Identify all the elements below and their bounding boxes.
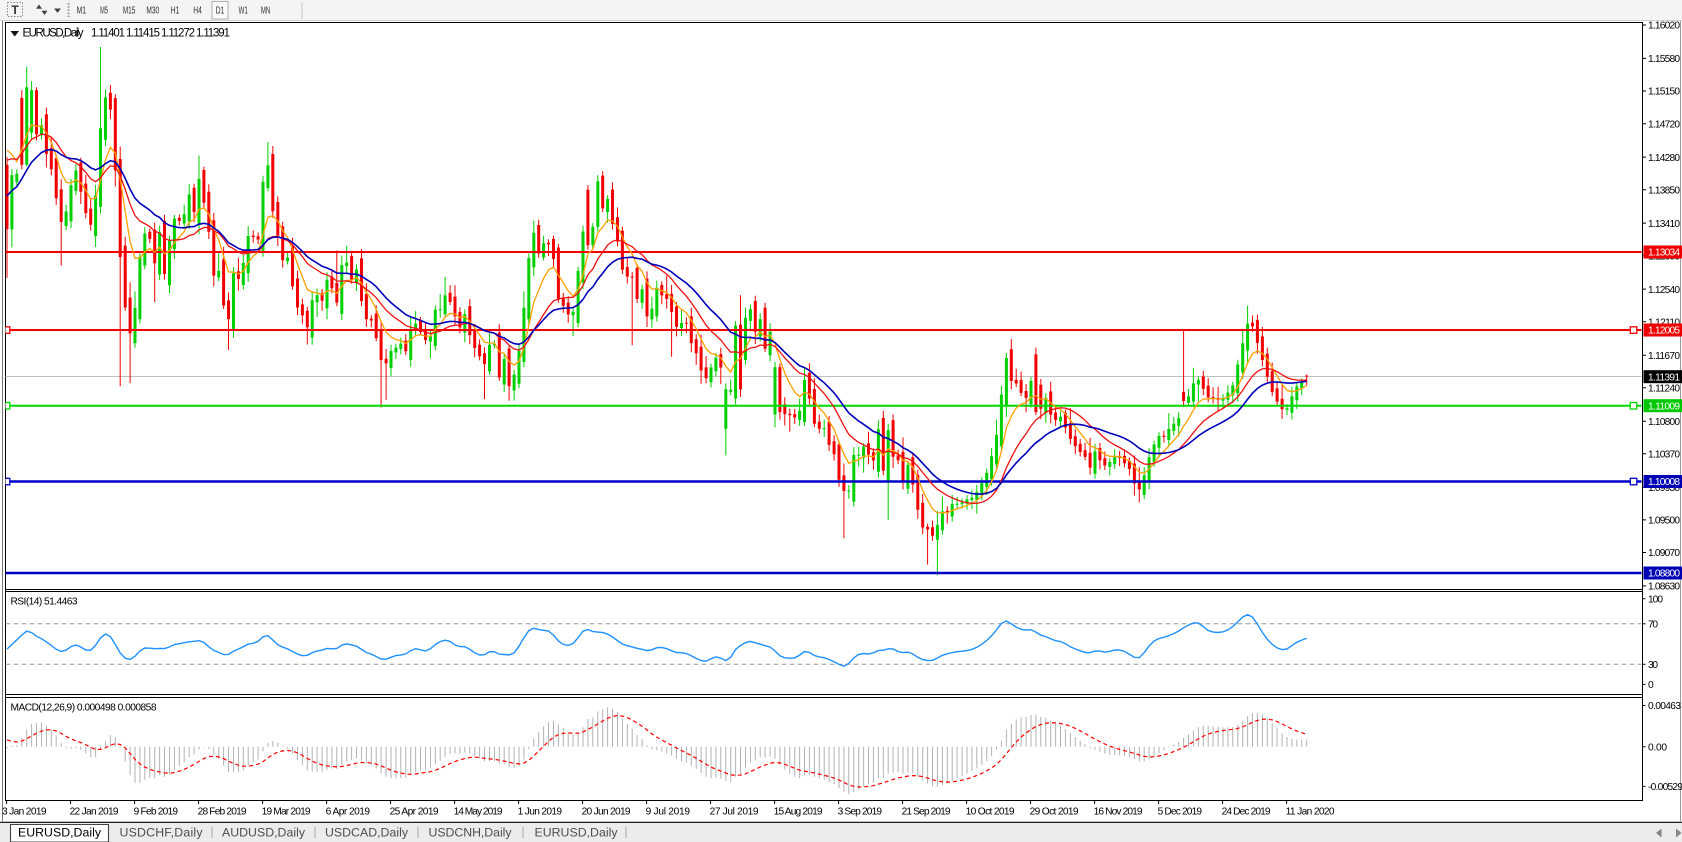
svg-text:20 Jun 2019: 20 Jun 2019 <box>582 807 631 818</box>
svg-text:M1: M1 <box>77 6 87 17</box>
svg-text:MN: MN <box>261 6 270 17</box>
svg-text:1.10800: 1.10800 <box>1648 417 1680 428</box>
svg-text:M30: M30 <box>146 6 159 17</box>
svg-text:29 Oct 2019: 29 Oct 2019 <box>1030 807 1079 818</box>
svg-text:1.15150: 1.15150 <box>1648 87 1680 98</box>
svg-text:1.11401 1.11415 1.11272 1.1139: 1.11401 1.11415 1.11272 1.11391 <box>91 28 230 40</box>
svg-text:3 Sep 2019: 3 Sep 2019 <box>838 807 883 818</box>
svg-text:27 Jul 2019: 27 Jul 2019 <box>710 807 759 818</box>
svg-text:MACD(12,26,9) 0.000498 0.00085: MACD(12,26,9) 0.000498 0.000858 <box>11 703 157 714</box>
svg-text:100: 100 <box>1648 594 1663 605</box>
svg-text:1.09500: 1.09500 <box>1648 516 1680 527</box>
svg-text:21 Sep 2019: 21 Sep 2019 <box>902 807 951 818</box>
svg-text:1 Jun 2019: 1 Jun 2019 <box>518 807 563 818</box>
svg-text:1.11670: 1.11670 <box>1648 351 1680 362</box>
svg-text:1.15580: 1.15580 <box>1648 54 1680 65</box>
svg-text:1.14720: 1.14720 <box>1648 119 1680 130</box>
svg-text:M15: M15 <box>123 6 136 17</box>
svg-text:M5: M5 <box>100 6 108 17</box>
svg-text:3 Jan 2019: 3 Jan 2019 <box>2 807 47 818</box>
svg-text:6 Apr 2019: 6 Apr 2019 <box>326 807 371 818</box>
svg-text:30: 30 <box>1648 660 1658 671</box>
svg-text:0: 0 <box>1648 680 1654 691</box>
svg-text:24 Dec 2019: 24 Dec 2019 <box>1222 807 1271 818</box>
svg-text:0.00: 0.00 <box>1648 742 1667 753</box>
svg-text:9 Feb 2019: 9 Feb 2019 <box>134 807 179 818</box>
svg-text:W1: W1 <box>239 6 249 17</box>
svg-text:EURUSD,Daily: EURUSD,Daily <box>18 826 102 840</box>
svg-text:EURUSD,Daily: EURUSD,Daily <box>23 28 84 40</box>
svg-text:1.14280: 1.14280 <box>1648 153 1680 164</box>
svg-text:1.10370: 1.10370 <box>1648 450 1680 461</box>
svg-text:RSI(14) 51.4463: RSI(14) 51.4463 <box>11 597 78 608</box>
svg-text:1.16020: 1.16020 <box>1648 21 1680 32</box>
svg-text:1.08800: 1.08800 <box>1648 569 1680 580</box>
svg-text:H1: H1 <box>171 6 180 17</box>
svg-text:1.13850: 1.13850 <box>1648 185 1680 196</box>
svg-text:11 Jan 2020: 11 Jan 2020 <box>1286 807 1335 818</box>
svg-text:T: T <box>11 3 19 17</box>
svg-text:1.12005: 1.12005 <box>1648 326 1680 337</box>
svg-text:1.09930: 1.09930 <box>1648 483 1680 494</box>
svg-text:14 May 2019: 14 May 2019 <box>454 807 503 818</box>
svg-text:15 Aug 2019: 15 Aug 2019 <box>774 807 823 818</box>
svg-text:1.13410: 1.13410 <box>1648 219 1680 230</box>
svg-text:5 Dec 2019: 5 Dec 2019 <box>1158 807 1203 818</box>
svg-text:1.09070: 1.09070 <box>1648 548 1680 559</box>
svg-text:22 Jan 2019: 22 Jan 2019 <box>70 807 119 818</box>
svg-text:1.12540: 1.12540 <box>1648 285 1680 296</box>
svg-text:1.11009: 1.11009 <box>1648 401 1680 412</box>
svg-text:1.11240: 1.11240 <box>1648 384 1680 395</box>
svg-text:D1: D1 <box>216 6 225 17</box>
svg-text:1.13034: 1.13034 <box>1648 248 1680 259</box>
svg-text:9 Jul 2019: 9 Jul 2019 <box>646 807 691 818</box>
svg-text:19 Mar 2019: 19 Mar 2019 <box>262 807 311 818</box>
svg-text:1.10008: 1.10008 <box>1648 477 1680 488</box>
svg-text:USDCNH,Daily: USDCNH,Daily <box>429 826 513 840</box>
svg-text:-0.00529: -0.00529 <box>1648 782 1682 793</box>
svg-text:EURUSD,Daily: EURUSD,Daily <box>535 826 619 840</box>
svg-text:USDCHF,Daily: USDCHF,Daily <box>120 826 204 840</box>
svg-text:1.11391: 1.11391 <box>1648 372 1680 383</box>
svg-text:USDCAD,Daily: USDCAD,Daily <box>325 826 409 840</box>
svg-text:1.12110: 1.12110 <box>1648 318 1680 329</box>
svg-text:H4: H4 <box>193 6 202 17</box>
svg-text:AUDUSD,Daily: AUDUSD,Daily <box>222 826 306 840</box>
svg-text:10 Oct 2019: 10 Oct 2019 <box>966 807 1015 818</box>
svg-text:70: 70 <box>1648 620 1658 631</box>
svg-text:16 Nov 2019: 16 Nov 2019 <box>1094 807 1143 818</box>
svg-text:28 Feb 2019: 28 Feb 2019 <box>198 807 247 818</box>
svg-text:25 Apr 2019: 25 Apr 2019 <box>390 807 439 818</box>
svg-text:1.08630: 1.08630 <box>1648 582 1680 593</box>
svg-text:0.00463: 0.00463 <box>1648 701 1681 712</box>
